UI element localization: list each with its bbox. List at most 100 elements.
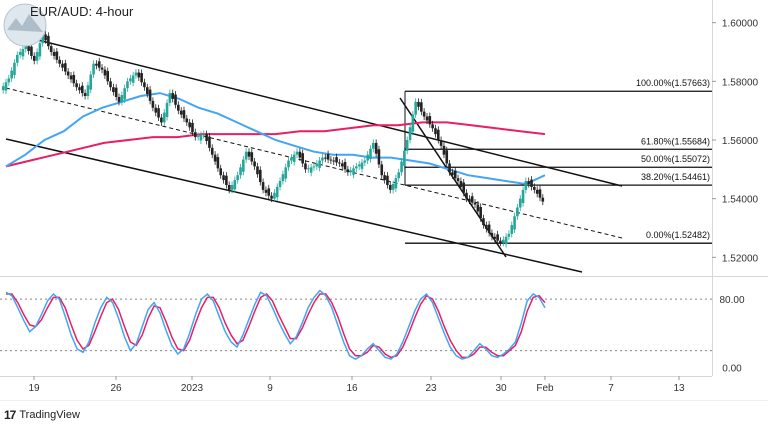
candle-body [391,184,395,190]
candle-body [213,154,217,162]
candle-body [140,73,143,83]
candle-body [541,197,545,202]
candle-body [479,206,482,219]
candle-body [538,189,542,198]
candle-body [137,72,141,78]
candle-body [476,204,480,212]
candle-body [4,82,8,91]
time-tick-label: 23 [425,383,437,394]
candle-body [256,166,259,175]
candle-body [86,85,90,96]
candle-body [400,161,403,173]
candle-body [109,81,112,88]
candle-body [165,102,169,118]
stochastic-d-line [6,293,546,359]
price-tick-label: 1.52000 [722,253,759,264]
candle-body [157,108,160,118]
time-axis: 19 26 2023 9 16 23 30 Feb 7 13 [28,376,685,394]
candle-body [270,195,273,199]
candle-body [301,153,304,164]
candle-body [535,189,539,194]
candle-body [360,162,364,169]
price-tick-label: 1.54000 [722,195,759,206]
candle-body [264,189,268,193]
candle-body [369,148,372,160]
oscillator-axis: 80.00 0.00 [719,295,744,375]
candle-body [493,236,497,239]
fibonacci-retracement[interactable]: 100.00%(1.57663) 61.80%(1.55684) 50.00%(1.… [404,78,712,244]
candle-body [247,151,251,157]
candle-body [75,83,78,88]
tradingview-brand[interactable]: 17 TradingView [4,408,80,422]
candle-body [425,116,429,121]
stochastic-k-line [5,289,546,360]
candle-body [470,196,474,203]
candle-body [219,168,223,176]
candle-body [27,46,30,52]
candle-body [44,34,47,41]
candle-body [456,178,460,182]
time-tick-label: 13 [673,383,685,394]
candle-body [312,166,316,168]
candle-body [485,225,488,229]
candle-body [72,74,76,84]
candle-body [357,164,361,167]
candle-body [459,181,463,187]
candle-body [58,59,61,64]
candle-body [346,169,350,173]
candle-body [442,145,446,155]
candle-body [490,232,494,237]
candle-body [533,186,536,190]
candle-body [134,72,138,76]
candle-body [516,207,519,217]
candle-body [482,218,485,226]
candle-body [143,82,146,88]
candle-body [191,122,194,133]
candle-body [420,102,423,112]
candle-body [126,81,129,89]
candle-body [230,184,234,190]
fib-level-label: 100.00%(1.57663) [636,78,710,88]
candle-body [61,63,64,68]
candle-body [35,52,39,61]
candle-body [210,147,214,155]
candle-body [343,162,347,170]
candle-body [24,46,28,50]
time-tick-label: 19 [28,383,40,394]
candle-body [66,71,70,76]
candle-body [171,93,175,99]
candle-body [225,175,228,185]
candle-body [168,93,172,103]
candle-body [530,179,533,187]
candle-body [18,52,22,55]
candle-body [394,178,398,189]
candle-body [38,43,42,57]
candle-body [129,78,132,82]
candle-body [123,88,126,100]
candle-body [386,175,389,185]
sma-fast-line [5,92,546,186]
candle-body [383,175,386,181]
time-tick-label: 30 [495,383,507,394]
candle-body [465,192,468,199]
candle-body [32,55,36,61]
candle-body [397,172,401,179]
candle-body [292,154,296,162]
time-tick-label: 26 [110,383,122,394]
tradingview-brand-label: TradingView [19,409,80,421]
candle-body [340,163,344,167]
candle-body [162,112,166,123]
candle-body [275,186,279,198]
candle-body [448,163,451,173]
candle-body [250,152,254,162]
candle-body [431,124,434,129]
candle-body [414,101,417,115]
candle-body [273,192,276,199]
candle-body [30,46,33,56]
candle-body [49,46,53,52]
candle-body [236,175,239,181]
sma-slow-line [5,121,546,168]
candle-body [501,239,505,243]
candle-body [507,233,511,237]
